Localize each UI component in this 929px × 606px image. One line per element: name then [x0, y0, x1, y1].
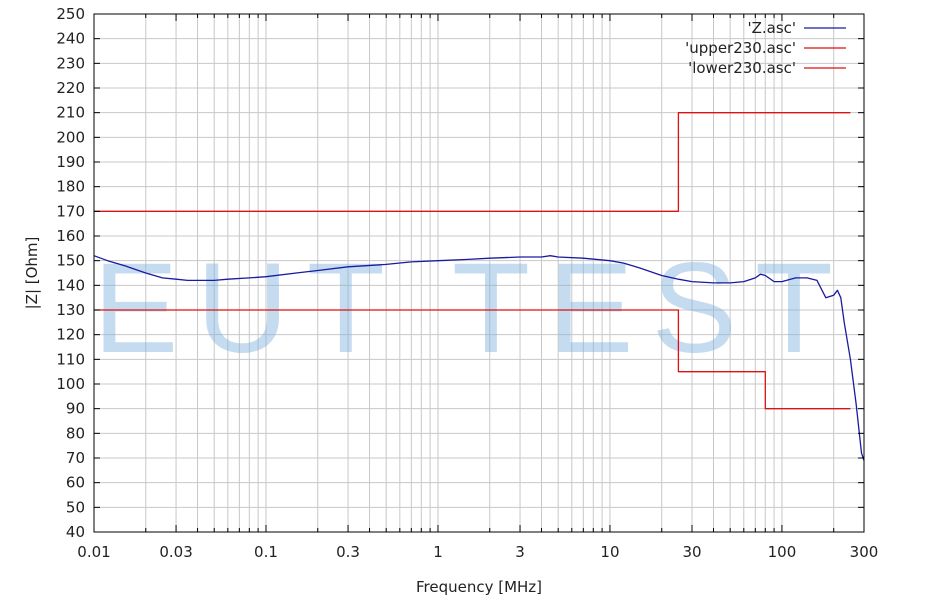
y-tick-label: 160	[56, 227, 85, 245]
series-line-lower230-asc	[94, 309, 851, 410]
x-tick-label: 100	[768, 543, 797, 561]
y-tick-label: 80	[66, 424, 85, 442]
y-tick-label: 90	[66, 400, 85, 418]
y-tick-label: 110	[56, 350, 85, 368]
x-tick-label: 10	[600, 543, 619, 561]
y-tick-label: 130	[56, 301, 85, 319]
plot-frame	[93, 13, 865, 533]
y-tick-label: 230	[56, 54, 85, 72]
y-tick-label: 210	[56, 104, 85, 122]
x-tick-label: 1	[433, 543, 443, 561]
tick-labels: 4050607080901001101201301401501601701801…	[56, 5, 878, 561]
grid-lines	[93, 13, 865, 533]
legend-label-z-asc: 'Z.asc'	[747, 19, 796, 37]
y-tick-label: 100	[56, 375, 85, 393]
y-tick-label: 170	[56, 202, 85, 220]
y-tick-label: 120	[56, 326, 85, 344]
x-tick-label: 3	[515, 543, 525, 561]
x-tick-label: 0.1	[254, 543, 278, 561]
y-tick-label: 70	[66, 449, 85, 467]
series-line-z-asc	[93, 255, 865, 461]
legend: 'Z.asc' 'upper230.asc' 'lower230.asc'	[685, 19, 846, 77]
y-tick-label: 200	[56, 128, 85, 146]
x-tick-label: 0.03	[159, 543, 192, 561]
y-tick-label: 140	[56, 276, 85, 294]
x-axis-label: Frequency [MHz]	[416, 578, 542, 596]
y-tick-label: 180	[56, 178, 85, 196]
y-axis-label: |Z| [Ohm]	[23, 237, 41, 310]
y-tick-label: 40	[66, 523, 85, 541]
y-tick-label: 250	[56, 5, 85, 23]
x-tick-label: 300	[850, 543, 879, 561]
y-tick-label: 60	[66, 474, 85, 492]
x-tick-label: 0.3	[336, 543, 360, 561]
tick-marks	[93, 13, 865, 533]
x-tick-label: 0.01	[77, 543, 110, 561]
legend-label-upper230-asc: 'upper230.asc'	[685, 39, 796, 57]
x-tick-label: 30	[682, 543, 701, 561]
legend-label-lower230-asc: 'lower230.asc'	[688, 59, 796, 77]
watermark-text: EUT TEST	[93, 237, 851, 380]
series-layer	[93, 112, 865, 461]
y-tick-label: 220	[56, 79, 85, 97]
y-tick-label: 150	[56, 252, 85, 270]
y-tick-label: 240	[56, 30, 85, 48]
y-tick-label: 50	[66, 498, 85, 516]
y-tick-label: 190	[56, 153, 85, 171]
series-line-upper230-asc	[94, 112, 851, 212]
